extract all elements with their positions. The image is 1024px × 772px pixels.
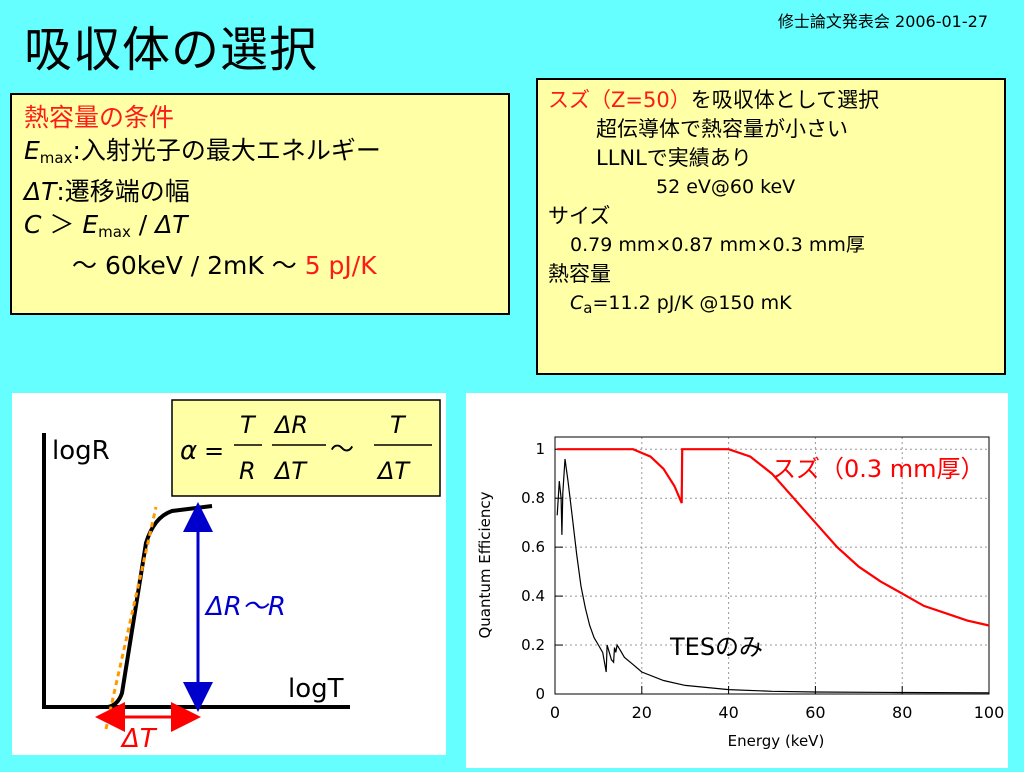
y-tick-label: 1 — [535, 440, 545, 458]
page-title: 吸収体の選択 — [24, 22, 319, 78]
transition-diagram: logR logT ΔR～R ΔT α = T R ΔR ΔT ～ T ΔT — [42, 399, 441, 754]
formula-t1: T — [240, 411, 257, 439]
tes-series-label: TESのみ — [669, 633, 763, 661]
tin-resolution: 52 eV@60 keV — [656, 176, 796, 198]
emax-definition: Emax:入射光子の最大エネルギー — [24, 134, 496, 175]
capacity-inequality: C ＞ Emax / ΔT — [24, 208, 496, 249]
x-tick-label: 40 — [718, 703, 738, 722]
ineq-c: C — [24, 210, 42, 239]
y-tick-label: 0.2 — [521, 636, 545, 654]
ineq-gt: ＞ — [41, 210, 83, 239]
approx-result: 5 pJ/K — [304, 251, 377, 280]
ineq-dt: ΔT — [155, 210, 188, 239]
transition-curve — [44, 504, 213, 709]
ineq-sub: max — [98, 223, 131, 241]
formula-t2: T — [390, 411, 407, 439]
capacity-estimate: ～ 60keV / 2mK ～ 5 pJ/K — [24, 249, 496, 282]
emax-subscript: max — [39, 149, 73, 167]
x-axis-label: logT — [288, 674, 344, 704]
delta-t-description: :遷移端の幅 — [56, 177, 190, 206]
x-tick-label: 60 — [805, 703, 825, 722]
ca-symbol: C — [570, 292, 584, 314]
quantum-efficiency-chart-panel: 0 20 40 60 80 100 0 0.2 0.4 0.6 0.8 1 Energy (keV) … — [466, 393, 1008, 768]
size-label: サイズ — [548, 204, 611, 228]
heat-capacity-label: 熱容量 — [548, 262, 611, 286]
delta-t-definition: ΔT:遷移端の幅 — [24, 175, 496, 208]
formula-r1: R — [239, 457, 256, 485]
size-value: 0.79 mm×0.87 mm×0.3 mm厚 — [570, 234, 865, 256]
heat-capacity-value: Ca=11.2 pJ/K @150 mK — [548, 289, 994, 323]
y-tick-label: 0.4 — [521, 587, 545, 605]
delta-r-label: ΔR～R — [204, 592, 286, 622]
tin-efficiency-line — [557, 448, 990, 627]
tin-llnl-note: LLNLで実績あり — [596, 146, 752, 170]
approx-text: ～ 60keV / 2mK ～ — [72, 251, 305, 280]
tin-selection-text: を吸収体として選択 — [690, 88, 880, 112]
y-tick-label: 0.8 — [521, 489, 545, 507]
slope-tangent — [104, 506, 158, 730]
tin-absorber-box: スズ（Z=50）を吸収体として選択 超伝導体で熱容量が小さい LLNLで実績あり… — [536, 78, 1006, 375]
formula-alpha: α — [180, 436, 197, 466]
tin-element: スズ（Z=50） — [548, 88, 691, 112]
emax-description: :入射光子の最大エネルギー — [72, 136, 381, 165]
formula-dr: ΔR — [273, 411, 308, 439]
ca-subscript: a — [583, 299, 593, 317]
x-axis-title: Energy (keV) — [728, 732, 825, 750]
heat-capacity-condition-box: 熱容量の条件 Emax:入射光子の最大エネルギー ΔT:遷移端の幅 C ＞ Em… — [10, 93, 510, 315]
delta-t-label: ΔT — [120, 724, 158, 754]
delta-t-symbol: ΔT — [24, 177, 57, 206]
tin-series-label: スズ（0.3 mm厚） — [772, 455, 985, 483]
presentation-meta: 修士論文発表会 2006-01-27 — [777, 12, 988, 31]
alpha-formula-box — [171, 399, 441, 497]
y-axis-label: logR — [52, 436, 110, 466]
formula-dt1: ΔT — [273, 457, 308, 485]
ca-value: =11.2 pJ/K @150 mK — [592, 292, 792, 314]
x-tick-label: 20 — [632, 703, 652, 722]
emax-symbol: E — [24, 136, 40, 165]
formula-eq: = — [204, 437, 224, 465]
ineq-e: E — [82, 210, 99, 239]
tin-selection: スズ（Z=50）を吸収体として選択 — [548, 86, 994, 115]
plot-frame — [554, 436, 990, 695]
y-axis-title: Quantum Efficiency — [476, 491, 494, 638]
y-tick-label: 0 — [535, 685, 545, 703]
x-tick-label: 0 — [550, 703, 560, 722]
condition-heading: 熱容量の条件 — [24, 103, 175, 132]
formula-tilde: ～ — [330, 435, 354, 463]
transition-diagram-panel: logR logT ΔR～R ΔT α = T R ΔR ΔT ～ T ΔT — [12, 393, 446, 755]
tin-superconductor-note: 超伝導体で熱容量が小さい — [596, 117, 848, 141]
formula-dt2: ΔT — [376, 457, 411, 485]
x-tick-label: 100 — [974, 703, 1005, 722]
y-tick-label: 0.6 — [521, 538, 545, 556]
x-tick-label: 80 — [892, 703, 912, 722]
ineq-slash: / — [130, 210, 156, 239]
tes-efficiency-line — [556, 458, 990, 694]
